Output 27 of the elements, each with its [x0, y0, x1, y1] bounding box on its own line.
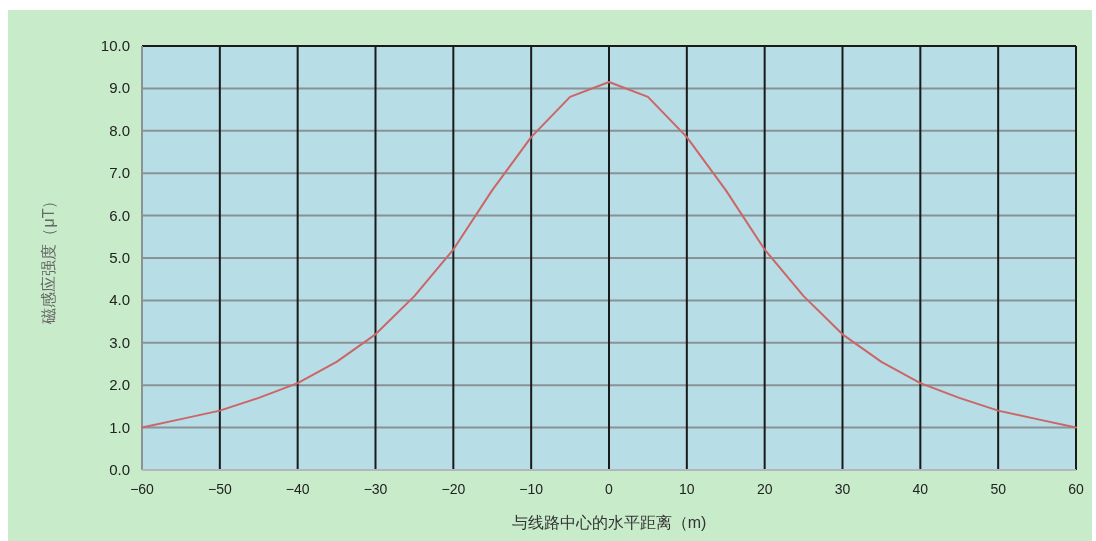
x-tick-label: −30: [363, 481, 388, 497]
y-tick-label: 9.0: [109, 79, 130, 97]
y-axis-title: 磁感应强度（μT）: [40, 192, 57, 325]
y-tick-label: 3.0: [109, 333, 130, 351]
x-tick-label: 30: [834, 481, 851, 497]
y-tick-label: 1.0: [109, 418, 130, 436]
x-tick-label: −10: [519, 481, 544, 497]
x-tick-label: 20: [756, 481, 773, 497]
x-tick-label: −40: [285, 481, 310, 497]
y-tick-label: 6.0: [109, 206, 130, 224]
y-tick-label: 5.0: [109, 249, 130, 266]
y-tick-label: 10.0: [100, 37, 130, 54]
x-tick-label: −60: [130, 481, 155, 497]
x-tick-label: −50: [207, 481, 232, 497]
x-axis-title: 与线路中心的水平距离（m): [511, 514, 707, 531]
x-tick-label: 0: [605, 481, 614, 497]
x-tick-label: 50: [990, 481, 1007, 497]
y-tick-label: 2.0: [109, 376, 130, 394]
y-tick-label: 8.0: [109, 121, 130, 139]
x-tick-label: 10: [679, 481, 695, 497]
x-tick-label: 40: [912, 481, 929, 497]
y-tick-label: 4.0: [109, 291, 130, 309]
x-tick-label: 60: [1068, 481, 1084, 497]
x-tick-label: −20: [441, 481, 466, 497]
y-tick-label: 7.0: [109, 164, 130, 182]
line-series: [141, 81, 1077, 429]
y-tick-label: 0.0: [109, 461, 130, 478]
